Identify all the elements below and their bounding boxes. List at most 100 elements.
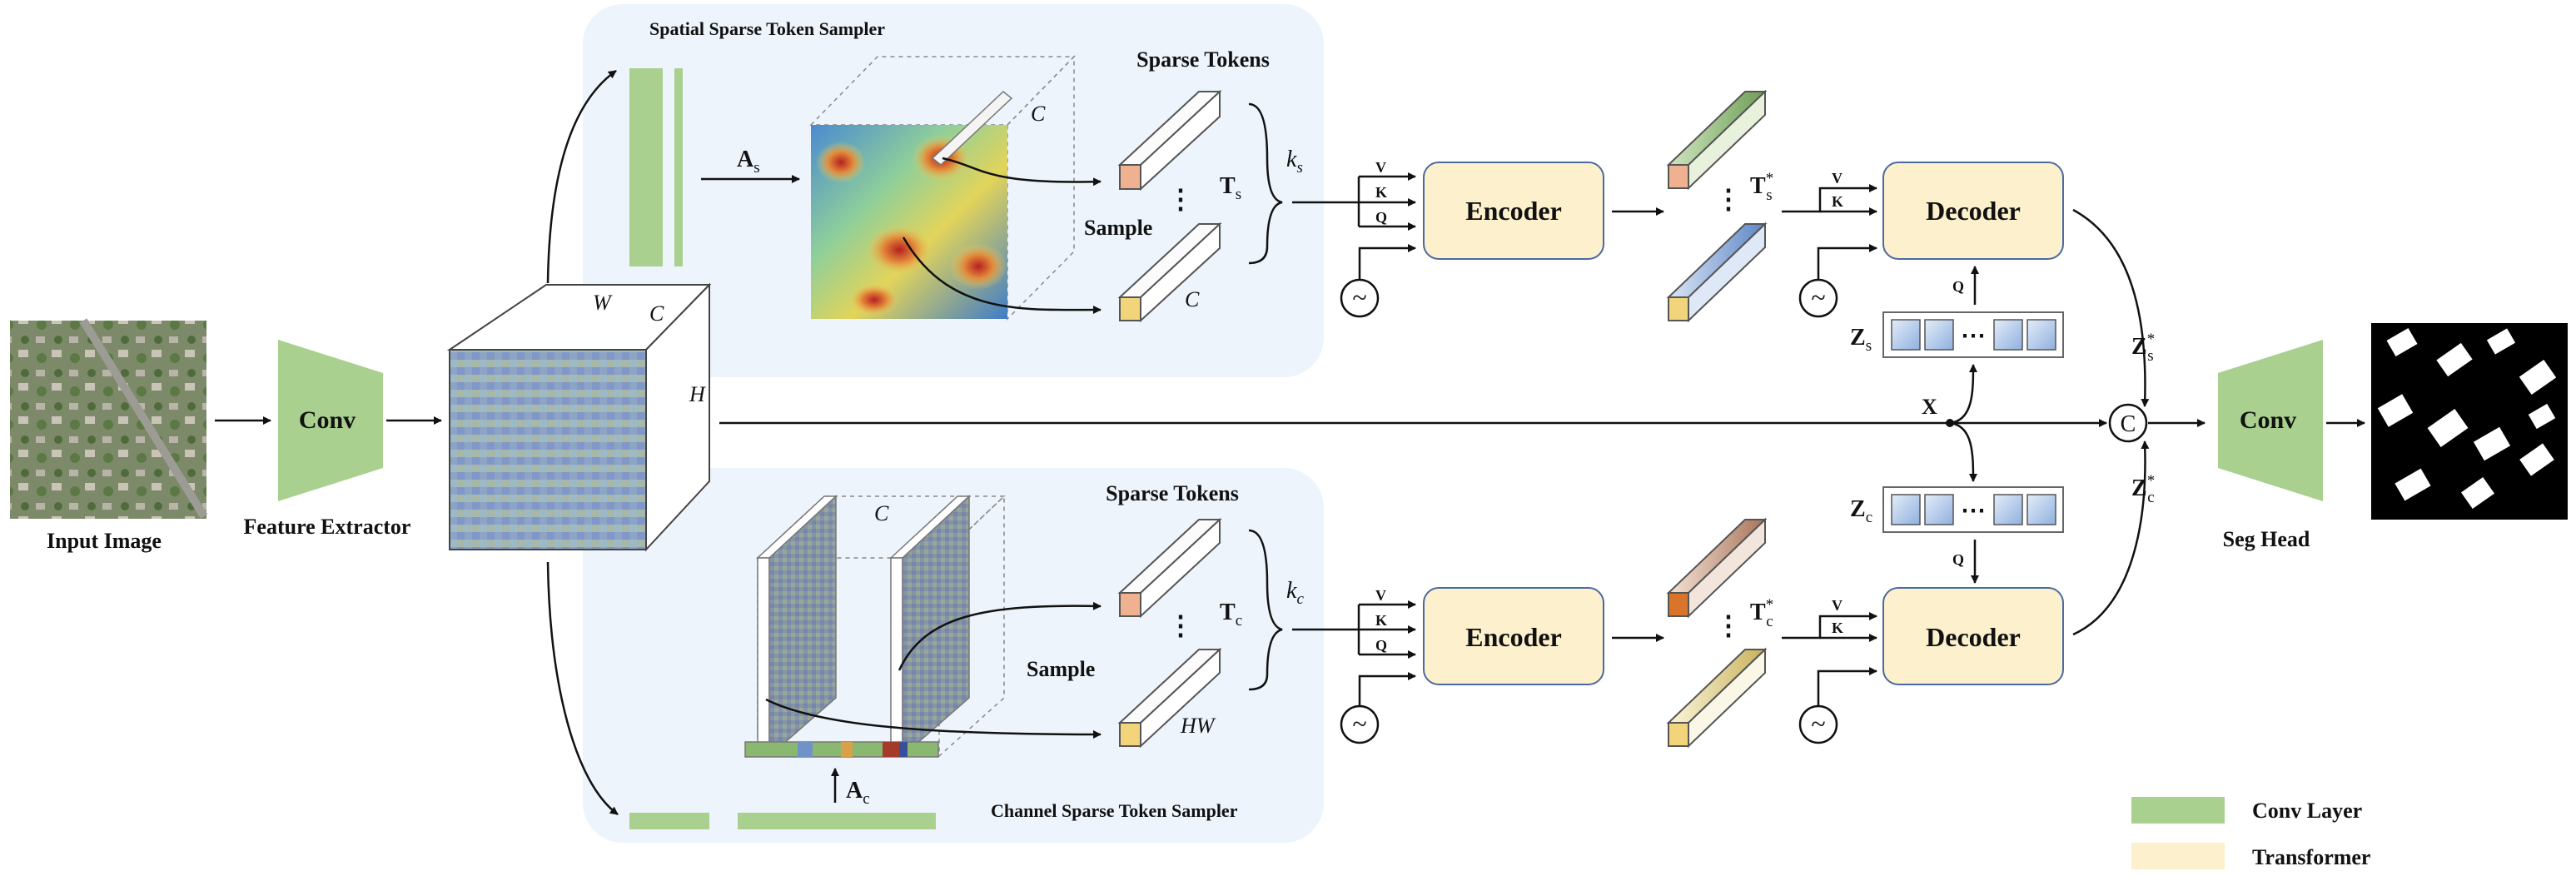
channel-token-dim: HW [1180, 714, 1216, 738]
seg-head-caption: Seg Head [2223, 527, 2310, 551]
road [79, 318, 208, 519]
feature-extractor-conv [278, 340, 383, 501]
channel-conv-layer-1 [629, 813, 709, 829]
spatial-token-top [1117, 89, 1222, 192]
encoder-spatial-label: Encoder [1465, 196, 1562, 226]
seg-head-conv-label: Conv [2240, 406, 2296, 434]
feature-cube [446, 282, 712, 552]
arrow-cube-to-channel [546, 561, 619, 816]
attention-bar-cell [841, 742, 853, 757]
spatial-attention-map [809, 55, 1076, 321]
zc-out-label: Z* c [2131, 472, 2155, 506]
encoder-channel-label: Encoder [1465, 622, 1562, 652]
arrow-pos-spatial-enc [1358, 244, 1416, 280]
dec-v-channel: V [1832, 597, 1842, 614]
channel-slice-1-edge [757, 557, 770, 757]
enc-k-spatial: K [1375, 184, 1387, 201]
query-cell [2026, 494, 2056, 525]
zs-out-label: Z* s [2131, 331, 2155, 365]
spatial-token-bottom [1117, 221, 1222, 323]
attention-bar-cell [798, 742, 813, 757]
channel-token-top [1117, 517, 1222, 619]
spatial-encoded-label: T* s [1750, 170, 1773, 204]
legend-transformer-swatch [2131, 843, 2225, 869]
channel-attention-label: Ac [846, 778, 870, 808]
channel-brace [1248, 529, 1283, 691]
arrow-zc-to-concat [2072, 440, 2150, 636]
arrow-pos-channel-enc [1358, 672, 1416, 706]
x-label: X [1922, 395, 1937, 419]
enc-v-spatial: V [1375, 159, 1386, 176]
arrow-cube-to-spatial [546, 69, 617, 284]
query-cell [1993, 319, 2023, 351]
enc-v-channel: V [1375, 587, 1386, 604]
legend-conv-label: Conv Layer [2252, 799, 2362, 823]
spatial-token-label: Ts [1220, 173, 1241, 203]
spatial-token-dots: ⋮ [1167, 184, 1194, 214]
spatial-encoded-token-top [1666, 89, 1768, 191]
decoder-spatial [1882, 162, 2064, 260]
spatial-brace [1248, 102, 1283, 265]
arrow-sample-top [942, 157, 1102, 187]
channel-encoded-label: T* c [1750, 596, 1773, 630]
channel-token-label: Tc [1220, 600, 1242, 630]
feature-extractor-caption: Feature Extractor [244, 515, 411, 539]
cube-dim-h: H [689, 382, 706, 406]
hotspot [949, 243, 1007, 290]
arrow-pos-spatial-dec [1817, 244, 1877, 280]
query-cell [1924, 494, 1954, 525]
spatial-sample-label: Sample [1084, 216, 1152, 240]
channel-token-bottom [1117, 647, 1222, 749]
pos-embed-symbol: ~ [1811, 709, 1825, 739]
arrow-v-dec-channel [1782, 612, 1877, 640]
pos-embed-symbol: ~ [1352, 282, 1366, 312]
channel-k-label: kc [1286, 578, 1304, 608]
dec-k-spatial: K [1832, 193, 1843, 210]
dec-k-channel: K [1832, 620, 1843, 636]
dec-q-channel: Q [1952, 551, 1964, 568]
legend-conv-swatch [2131, 797, 2225, 824]
channel-sample-label: Sample [1027, 657, 1095, 681]
arrow-zs-to-concat [2072, 208, 2150, 407]
channel-sparse-tokens-title: Sparse Tokens [1106, 481, 1239, 505]
query-cell [1924, 319, 1954, 351]
query-cell [1891, 319, 1921, 351]
channel-encoded-token-top [1666, 517, 1768, 619]
spatial-map-dim-c: C [1031, 102, 1046, 126]
channel-conv-layer-2 [738, 813, 936, 829]
decoder-spatial-label: Decoder [1926, 196, 2021, 226]
channel-attention-map [744, 495, 1006, 758]
query-cell [1993, 494, 2023, 525]
zs-label: Zs [1850, 325, 1872, 355]
decoder-channel-label: Decoder [1926, 622, 2021, 652]
dec-q-spatial: Q [1952, 278, 1964, 295]
input-image-caption: Input Image [47, 529, 162, 553]
arrow-channel-sample-top [898, 601, 1102, 671]
zc-label: Zc [1850, 496, 1872, 526]
channel-slice-2 [902, 495, 970, 758]
legend-transformer-label: Transformer [2252, 845, 2370, 869]
seg-head-conv [2218, 340, 2323, 501]
query-cell [2026, 319, 2056, 351]
channel-column [931, 91, 1013, 166]
spatial-k-label: ks [1286, 147, 1303, 177]
pos-embed-symbol: ~ [1352, 709, 1366, 739]
enc-q-channel: Q [1375, 637, 1387, 654]
channel-sampler-title: Channel Sparse Token Sampler [991, 800, 1238, 821]
attention-bar-cell [899, 742, 908, 757]
spatial-encoded-dots: ⋮ [1715, 184, 1742, 214]
encoder-spatial [1423, 162, 1604, 260]
channel-map-dim-c: C [874, 501, 889, 525]
cube-dim-w: W [593, 291, 613, 315]
arrow-x-to-zs [1949, 364, 1977, 425]
arrow-pos-channel-dec [1817, 667, 1877, 706]
spatial-encoded-token-bottom [1666, 221, 1768, 323]
pos-embed-symbol: ~ [1811, 282, 1825, 312]
arrow-channel-sample-bottom [765, 698, 1102, 739]
concat-symbol: C [2121, 411, 2136, 437]
spatial-conv-layer-1 [629, 68, 663, 266]
channel-encoded-dots: ⋮ [1715, 610, 1742, 640]
cube-dim-c: C [649, 301, 664, 326]
dec-v-spatial: V [1832, 170, 1842, 187]
